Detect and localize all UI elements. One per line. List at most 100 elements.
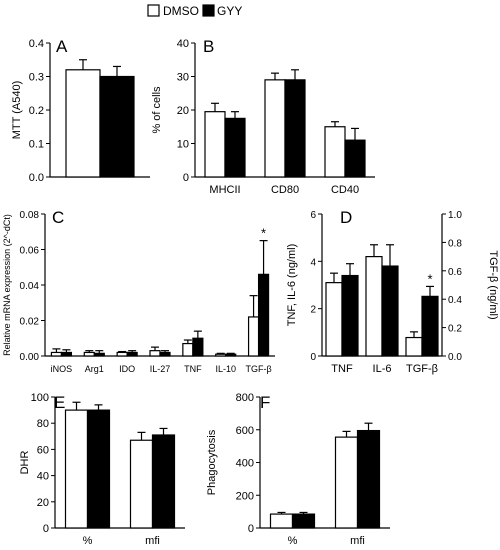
y-tick-label: 0 [248,523,254,535]
bar-gyy-tgf [257,273,270,357]
y-tick-label: 0.02 [20,317,40,328]
bar-gyy-pct [86,409,111,529]
panel-letter: B [203,37,214,56]
y-axis-label: Relative mRNA expression (2^-dCt) [2,214,12,356]
y-axis-label: TNF, IL-6 (ng/ml) [286,244,298,327]
category-label-tgf: TGF-β [245,364,271,374]
y2-tick-label: 0.4 [448,295,462,306]
y-axis-label: MTT (A540) [11,81,23,139]
bar-dmso-a [65,69,101,178]
bar-gyy-inos [60,351,73,357]
bar-dmso-tnf [325,282,343,357]
panel-letter: A [56,37,68,56]
bar-gyy-mfi [356,429,381,529]
bar-dmso-tgf [247,316,260,357]
y-tick-label: 0.00 [20,352,40,363]
legend-swatch-gyy [202,4,215,17]
category-label-cd40: CD40 [331,184,359,196]
category-label-il-10: IL-10 [215,364,236,374]
bar-gyy-tgf [421,295,439,357]
significance-star: * [261,226,266,241]
bar-dmso-cd80 [264,79,286,178]
category-label-pct: % [83,535,93,547]
legend-label-gyy: GYY [217,4,242,18]
category-label-ido: IDO [119,364,135,374]
panel-letter: F [260,393,270,412]
bar-gyy-cd80 [284,79,306,178]
y-tick-label: 400 [236,458,254,470]
y-tick-label: 80 [37,418,49,430]
y-axis-label: Phagocytosis [206,429,218,495]
bar-gyy-cd40 [344,139,366,178]
y-tick-label: 4 [310,257,316,268]
bar-gyy-mfi [151,434,176,529]
y2-tick-label: 0.0 [448,352,462,363]
legend: DMSO GYY [147,4,242,18]
y-tick-label: 100 [31,392,49,404]
y-tick-label: 30 [177,72,189,84]
bar-gyy-tnf [192,337,204,357]
bar-gyy-pct [291,513,316,529]
y-tick-label: 40 [177,38,189,50]
bar-gyy-mhcii [224,117,246,178]
y-tick-label: 0.06 [20,246,40,257]
bar-dmso-ido [116,351,128,357]
significance-star: * [427,271,432,286]
panel-letter: E [54,393,65,412]
bar-dmso-tgf [405,336,423,357]
bar-dmso-mfi [129,439,154,529]
y-tick-label: 20 [177,105,189,117]
category-label-inos: iNOS [51,364,73,374]
category-label-arg1: Arg1 [85,364,104,374]
panel-f: F 0 200 400 600 800 Phagocytosis% mfi [206,392,390,547]
y-tick-label: 6 [310,210,316,221]
category-label-tgf: TGF-β [406,363,438,375]
bar-dmso-arg1 [83,351,95,357]
y-tick-label: 0 [43,523,49,535]
y-tick-label: 2 [310,305,316,316]
y-axis-label: DHR [19,451,31,475]
category-label-cd80: CD80 [271,184,299,196]
y-tick-label: 40 [37,471,49,483]
y-tick-label: 0 [310,352,316,363]
y-tick-label: 0 [183,172,189,184]
y-tick-label: 0.04 [20,281,40,292]
bar-gyy-ido [126,351,138,357]
legend-label-dmso: DMSO [163,4,199,18]
bar-dmso-pct [269,513,294,529]
panel-letter: C [52,208,64,227]
bar-gyy-il-27 [159,351,171,357]
y-axis-label: % of cells [151,86,163,134]
bar-dmso-il-10 [215,353,227,357]
panel-d: D 0 2 4 6 TNF, IL-6 (ng/ml) 0.0 0.2 0.4 0.6 0.8 1.0… [286,208,499,375]
category-label-mfi: mfi [350,535,365,547]
y-tick-label: 200 [236,490,254,502]
panel-e: E 0 20 40 60 80 100 DHR% mfi [19,392,185,547]
y-tick-label: 0.3 [29,72,44,84]
bar-dmso-inos [50,351,63,357]
y2-tick-label: 0.2 [448,324,462,335]
category-label-il-27: IL-27 [150,364,171,374]
category-label-mfi: mfi [145,535,160,547]
bar-dmso-pct [64,409,89,529]
panel-a: A 0.0 0.1 0.2 0.3 0.4 MTT (A540) [11,37,150,184]
y-tick-label: 800 [236,392,254,404]
bar-gyy-il-6 [381,265,399,357]
category-label-tnf: TNF [184,364,202,374]
y-tick-label: 0.4 [29,38,44,50]
bar-gyy-il-10 [225,353,237,357]
y-tick-label: 10 [177,139,189,151]
bar-dmso-il-6 [365,256,383,357]
bar-gyy-a [99,75,135,178]
panel-letter: D [340,208,352,227]
category-label-pct: % [288,535,298,547]
y-tick-label: 600 [236,425,254,437]
y-tick-label: 0.1 [29,139,44,151]
bar-dmso-tnf [182,342,194,357]
category-label-mhcii: MHCII [209,184,240,196]
y-tick-label: 20 [37,497,49,509]
category-label-il-6: IL-6 [373,363,392,375]
y2-tick-label: 0.6 [448,267,462,278]
y2-tick-label: 0.8 [448,238,462,249]
